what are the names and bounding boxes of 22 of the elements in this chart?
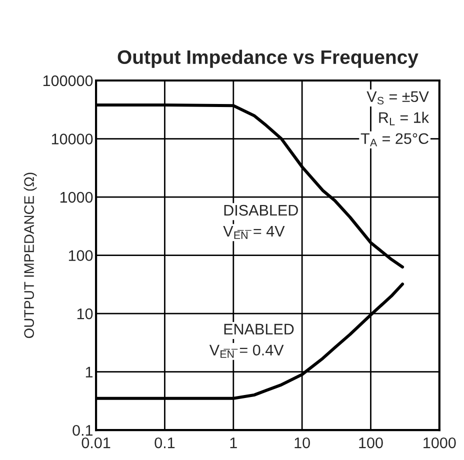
annotation: DISABLED [224, 204, 298, 216]
x-tick-label: 1 [230, 438, 237, 448]
x-tick-label: 0.1 [154, 437, 175, 448]
annotation: T$_{A}$ = 25°C [360, 133, 428, 146]
y-tick-label: 1000 [60, 192, 93, 203]
y-tick-label: 100 [68, 250, 93, 261]
y-tick-label: 0.1 [72, 424, 93, 436]
annotation: V$_{E̅N̅}$= 4V [223, 226, 285, 239]
annotation: ENABLED [224, 324, 294, 334]
y-tick-label: 100000 [43, 75, 93, 86]
y-tick-label: 10 [77, 308, 93, 320]
x-tick-label: 1000 [424, 437, 456, 448]
x-tick-label: 100 [359, 437, 383, 448]
x-tick-label: 0.01 [82, 437, 110, 448]
x-tick-label: 10 [294, 437, 310, 448]
annotation: V$_{S}$ = ±5V [366, 91, 429, 104]
y-axis-title: OUTPUT IMPEDANCE (Ω) [24, 172, 37, 338]
y-tick-label: 10000 [52, 134, 93, 144]
annotation: V$_{E̅N̅}$= 0.4V [209, 344, 284, 358]
annotation: R$_{L}$ = 1k [379, 112, 430, 126]
chart-title: Output Impedance vs Frequency [118, 50, 418, 68]
y-tick-label: 1 [86, 366, 93, 378]
